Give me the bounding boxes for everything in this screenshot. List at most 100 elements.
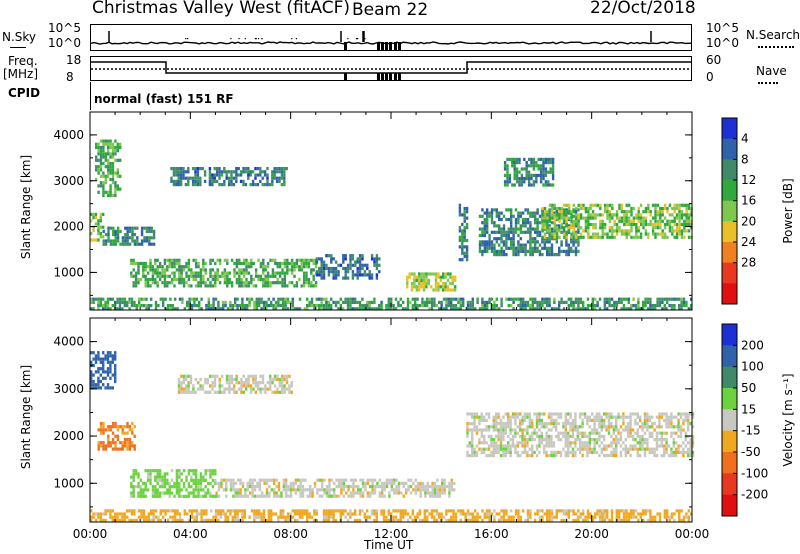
y-tick-label: 3000 bbox=[53, 382, 84, 396]
colorbar-tick-label: 24 bbox=[741, 235, 756, 249]
scatter-region bbox=[102, 226, 156, 246]
colorbar-frame bbox=[721, 117, 738, 305]
y-tick-label: 1000 bbox=[53, 265, 84, 279]
beam-label: Beam 22 bbox=[352, 0, 429, 20]
nave-tick-bottom: 0 bbox=[706, 70, 714, 84]
freq-unit-label: [MHz] bbox=[3, 67, 39, 81]
colorbar-label: Power [dB] bbox=[781, 178, 795, 243]
freq-bar bbox=[389, 73, 392, 80]
scatter-region bbox=[315, 254, 381, 280]
colorbar-tick-label: 20 bbox=[741, 214, 756, 228]
scatter-region bbox=[90, 351, 117, 390]
nsky-dot bbox=[255, 38, 257, 40]
colorbar-segment bbox=[722, 494, 737, 517]
nsky-underline bbox=[10, 47, 26, 48]
nsky-dot bbox=[295, 38, 298, 40]
y-tick-label: 2000 bbox=[53, 429, 84, 443]
nsearch-bar bbox=[385, 42, 388, 50]
nsky-dot bbox=[244, 38, 246, 40]
y-tick-label: 2000 bbox=[53, 220, 84, 234]
nave-tick-top: 60 bbox=[706, 53, 722, 67]
freq-bar bbox=[344, 73, 347, 80]
nsky-dot bbox=[185, 38, 187, 40]
colorbar-tick-label: 8 bbox=[741, 152, 749, 166]
colorbar-segment bbox=[722, 180, 737, 202]
y-tick-label: 3000 bbox=[53, 174, 84, 188]
scatter-region bbox=[130, 258, 318, 288]
colorbar-segment bbox=[722, 262, 737, 284]
y-tick-label: 4000 bbox=[53, 128, 84, 142]
scatter-region bbox=[170, 167, 288, 187]
scatter-region bbox=[90, 212, 105, 242]
chart-title: Christmas Valley West (fitACF) bbox=[92, 0, 351, 18]
freq-bar bbox=[381, 73, 384, 80]
nsky-tick-top: 10^5 bbox=[48, 21, 81, 35]
colorbar-tick-label: 200 bbox=[741, 338, 764, 352]
colorbar-segment bbox=[722, 118, 737, 140]
nsky-dot bbox=[355, 38, 358, 40]
colorbar-tick-label: -50 bbox=[741, 445, 761, 459]
nsky-label: N.Sky bbox=[2, 30, 37, 44]
x-tick-label: 04:00 bbox=[173, 527, 208, 541]
scatter-region bbox=[177, 374, 293, 394]
colorbar-tick-label: -15 bbox=[741, 424, 761, 438]
freq-bar bbox=[385, 73, 388, 80]
nsearch-bar bbox=[344, 42, 347, 50]
colorbar-segment bbox=[722, 452, 737, 474]
x-tick-label: 20:00 bbox=[574, 527, 609, 541]
power-plot: 1000 2000 3000 4000 4 8 12 16 20 24 28 Power [dB] bbox=[53, 111, 795, 311]
colorbar-segment bbox=[722, 324, 737, 346]
nsky-dot bbox=[257, 38, 260, 40]
freq-bar bbox=[377, 73, 380, 80]
scatter-region bbox=[90, 297, 693, 311]
nsky-tick-bottom: 10^0 bbox=[48, 36, 81, 50]
colorbar-tick-label: -100 bbox=[741, 466, 768, 480]
x-tick-label: 12:00 bbox=[374, 527, 409, 541]
nsearch-bar bbox=[398, 42, 401, 50]
colorbar-segment bbox=[722, 430, 737, 453]
nsky-dot bbox=[291, 38, 293, 40]
nsky-dot bbox=[238, 38, 240, 40]
colorbar-segment bbox=[722, 221, 737, 243]
nsky-dot bbox=[230, 38, 232, 40]
nave-dotline bbox=[758, 82, 778, 84]
nsearch-tick-bottom: 10^0 bbox=[706, 36, 739, 50]
colorbar-label: Velocity [m s⁻¹] bbox=[781, 373, 795, 466]
colorbar-segment bbox=[722, 283, 737, 305]
y-tick-label: 4000 bbox=[53, 335, 84, 349]
velocity-plot: 1000 2000 3000 4000 00:00 04:00 08:00 12:00 16:0… bbox=[53, 317, 795, 541]
cpid-divider bbox=[90, 82, 91, 110]
freq-line bbox=[91, 61, 691, 74]
nsky-dot bbox=[187, 38, 189, 40]
x-tick-label: 08:00 bbox=[273, 527, 308, 541]
freq-trace bbox=[91, 61, 691, 80]
colorbar-tick-label: -200 bbox=[741, 488, 768, 502]
scatter-region bbox=[466, 412, 695, 458]
nsky-dot bbox=[254, 38, 257, 40]
nsky-dot bbox=[347, 38, 349, 40]
colorbar-segment bbox=[722, 473, 737, 496]
nsearch-label: N.Search bbox=[746, 28, 800, 42]
scatter-region bbox=[503, 157, 555, 187]
colorbar-tick-label: 4 bbox=[741, 132, 749, 146]
colorbar-tick-label: 12 bbox=[741, 173, 756, 187]
freq-bar bbox=[398, 73, 401, 80]
colorbar-tick-label: 28 bbox=[741, 256, 756, 270]
nsearch-tick-top: 10^5 bbox=[706, 21, 739, 35]
nsearch-bar bbox=[381, 42, 384, 50]
colorbar-segment bbox=[722, 200, 737, 222]
nsky-dot bbox=[357, 38, 359, 40]
nsky-dot bbox=[364, 38, 366, 40]
colorbar-segment bbox=[722, 345, 737, 368]
nsky-trace bbox=[91, 31, 691, 50]
date-label: 22/Oct/2018 bbox=[590, 0, 696, 18]
colorbar-segment bbox=[722, 388, 737, 410]
nsearch-dotline bbox=[758, 46, 794, 48]
freq-panel bbox=[90, 56, 692, 81]
colorbar-tick-label: 16 bbox=[741, 194, 756, 208]
colorbar-segment bbox=[722, 242, 737, 264]
freq-tick-top: 18 bbox=[66, 53, 82, 67]
x-tick-label: 16:00 bbox=[474, 527, 509, 541]
colorbar-segment bbox=[722, 138, 737, 160]
scatter-region bbox=[90, 509, 693, 522]
